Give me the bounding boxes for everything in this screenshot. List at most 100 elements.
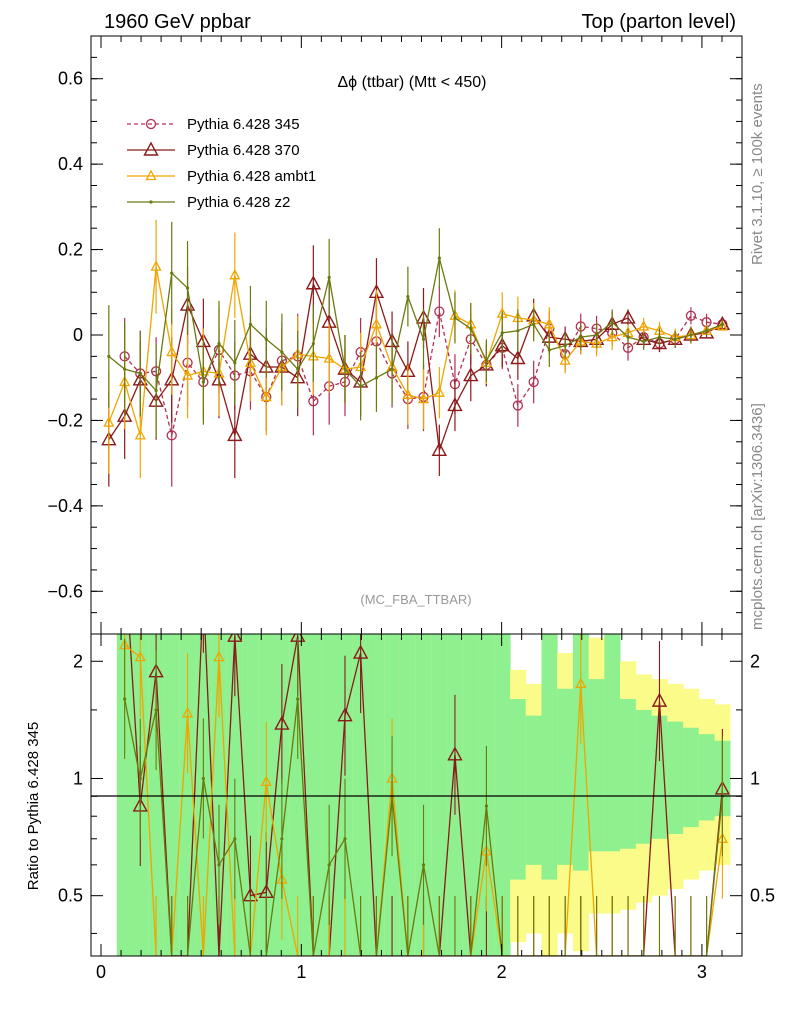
band-1sigma (163, 634, 181, 956)
analysis-watermark: (MC_FBA_TTBAR) (360, 592, 471, 607)
ratio-point (280, 837, 284, 841)
ratio-point (138, 776, 142, 781)
ratio-point (201, 776, 205, 781)
ratio-line (124, 644, 724, 956)
data-point (673, 337, 677, 341)
data-point (296, 367, 300, 371)
ratio-point (123, 697, 127, 701)
ratio-point (651, 692, 668, 707)
xtick-label: 0 (96, 962, 106, 982)
band-1sigma (415, 634, 432, 956)
data-point (594, 333, 599, 337)
legend-item: Pythia 6.428 345 (127, 116, 300, 133)
ratio-ytick-label-right: 1 (750, 768, 760, 788)
legend-label: Pythia 6.428 345 (187, 116, 300, 133)
data-point (154, 388, 158, 393)
data-point (217, 341, 221, 346)
xtick-label: 2 (497, 962, 507, 982)
ratio-point (213, 650, 225, 662)
data-point (638, 320, 650, 331)
data-point (543, 317, 555, 329)
xtick-label: 1 (296, 962, 306, 982)
data-point (185, 286, 190, 290)
data-point (431, 441, 448, 457)
band-1sigma (557, 688, 574, 865)
ytick-label: 0.6 (58, 69, 83, 89)
band-1sigma (494, 634, 511, 956)
ratio-point (343, 837, 347, 841)
band-1sigma (510, 699, 527, 880)
data-point (264, 337, 268, 341)
band-1sigma (588, 679, 605, 852)
legend-item: Pythia 6.428 z2 (127, 194, 290, 211)
header-left: 1960 GeV ppbar (104, 11, 251, 33)
data-point (327, 275, 331, 279)
ratio-point (327, 863, 331, 867)
ytick-label: 0.4 (58, 154, 83, 174)
data-point (166, 345, 178, 357)
ratio-point (484, 804, 489, 808)
band-1sigma (399, 634, 417, 956)
rivet-label: Rivet 3.1.10, ≥ 100k events (749, 83, 766, 265)
ratio-point (217, 863, 221, 867)
data-point (170, 271, 174, 275)
band-1sigma (352, 634, 369, 956)
data-point (123, 367, 127, 371)
data-point (516, 329, 520, 333)
data-point (704, 329, 709, 333)
xtick-label: 3 (697, 962, 707, 982)
data-point (434, 306, 445, 317)
band-1sigma (620, 699, 637, 849)
ratio-point (274, 715, 290, 730)
ratio-point (352, 644, 369, 659)
legend-marker (145, 118, 157, 130)
legend-marker (145, 169, 157, 181)
data-point (150, 260, 162, 271)
data-point (610, 320, 614, 324)
legend-marker (143, 141, 159, 156)
legend-label: Pythia 6.428 370 (187, 142, 300, 159)
data-point (685, 310, 697, 321)
data-point (528, 376, 539, 388)
data-point (447, 397, 463, 412)
main-plot-panel: 0.6 0.4 0.2 0 −0.2 −0.4 −0.6 Δϕ (ttbar) (Mtt <… (47, 35, 743, 635)
data-point (406, 294, 410, 299)
data-point (323, 352, 335, 363)
legend: Pythia 6.428 345 Pythia 6.428 370 Pythia 6… (127, 116, 316, 211)
ratio-point (447, 746, 463, 761)
data-point (343, 367, 347, 371)
mcplots-label: mcplots.cern.ch [arXiv:1306.3436] (749, 403, 766, 630)
data-point (500, 331, 504, 335)
band-1sigma (116, 634, 133, 956)
plot-title: Δϕ (ttbar) (Mtt < 450) (337, 74, 486, 91)
data-point (305, 275, 322, 290)
data-point (626, 335, 630, 339)
data-point (311, 341, 315, 346)
data-point (166, 430, 177, 441)
ratio-ytick-label-right: 2 (750, 651, 760, 671)
band-1sigma (541, 634, 558, 880)
band-1sigma (572, 634, 590, 871)
ratio-plot-panel: 2 2 1 1 0.5 0.5 0 1 2 3 Ratio to Pythia 6.428 345 (25, 633, 775, 982)
data-point (229, 268, 241, 280)
data-point (484, 359, 489, 363)
data-point (559, 354, 571, 365)
data-point (512, 400, 524, 411)
band-1sigma (242, 634, 259, 956)
band-1sigma (651, 715, 668, 839)
data-point (510, 350, 526, 365)
band-1sigma (604, 634, 621, 852)
ratio-point (260, 775, 272, 787)
ratio-frame (90, 633, 743, 957)
ratio-ytick-label: 0.5 (58, 886, 83, 906)
ratio-ytick-label: 1 (73, 768, 83, 788)
ratio-ticks: 2 2 1 1 0.5 0.5 0 1 2 3 (58, 634, 775, 982)
series-line (108, 257, 723, 392)
ratio-point (337, 707, 353, 722)
data-point (248, 322, 253, 326)
data-point (260, 390, 272, 402)
series-3 (107, 221, 724, 438)
data-point (532, 322, 536, 326)
legend-marker (149, 200, 153, 204)
